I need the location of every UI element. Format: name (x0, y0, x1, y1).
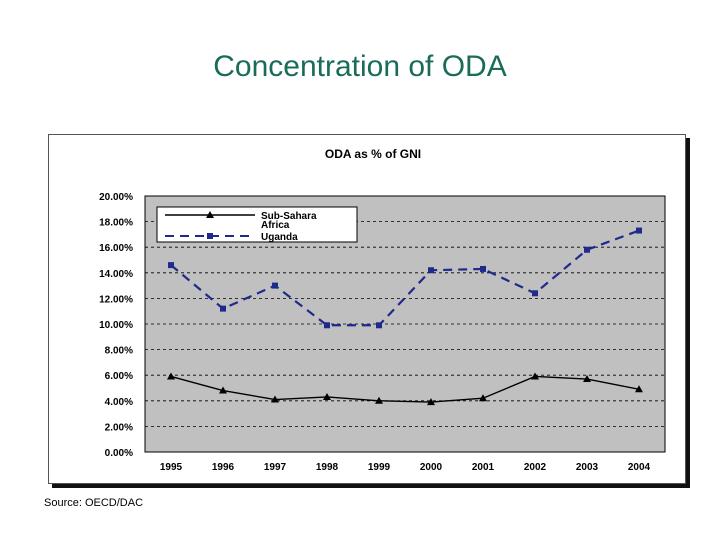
slide-title: Concentration of ODA (213, 50, 507, 83)
y-tick-label: 16.00% (99, 243, 133, 254)
data-point-uganda (272, 282, 278, 289)
legend-box (156, 206, 358, 243)
y-tick-label: 12.00% (99, 294, 133, 305)
legend-label: Uganda (261, 232, 298, 243)
data-point-uganda (636, 227, 642, 234)
data-point-uganda (220, 305, 226, 312)
data-point-uganda (376, 322, 382, 329)
x-tick-label: 2004 (628, 462, 651, 473)
data-point-sub-sahara (583, 375, 591, 383)
series-line-uganda (170, 229, 640, 327)
x-tick-label: 2001 (472, 462, 495, 473)
data-point-uganda (428, 267, 434, 274)
y-tick-label: 20.00% (99, 192, 133, 203)
oda-line-chart: ODA as % of GNI 0.00% 2.00% 4.00% 6.00% 8.00… (99, 147, 666, 473)
data-point-uganda (532, 290, 538, 297)
y-tick-label: 10.00% (99, 320, 133, 331)
data-point-sub-sahara (479, 394, 487, 402)
y-tick-label: 6.00% (105, 371, 133, 382)
data-point-sub-sahara (323, 392, 331, 400)
chart-title: ODA as % of GNI (325, 147, 421, 161)
y-tick-label: 0.00% (105, 448, 133, 459)
y-tick-label: 2.00% (105, 422, 133, 433)
data-point-uganda (324, 322, 330, 329)
x-tick-label: 2003 (576, 462, 599, 473)
data-point-sub-sahara (375, 396, 383, 404)
x-tick-label: 1999 (368, 462, 391, 473)
data-point-sub-sahara (635, 385, 643, 393)
data-point-uganda (584, 246, 590, 253)
chart-frame: ODA as % of GNI 0.00% 2.00% 4.00% 6.00% 8.00… (48, 134, 686, 484)
data-point-uganda (168, 262, 174, 269)
x-tick-label: 2002 (524, 462, 547, 473)
y-tick-label: 8.00% (105, 346, 133, 357)
source-note: Source: OECD/DAC (44, 497, 144, 509)
x-tick-label: 1996 (212, 462, 235, 473)
data-point-sub-sahara (271, 395, 279, 403)
legend-marker (206, 211, 214, 218)
series-line-sub-sahara (170, 375, 640, 403)
data-point-sub-sahara (531, 372, 539, 380)
legend-marker (207, 233, 213, 239)
x-tick-label: 2000 (420, 462, 443, 473)
data-point-uganda (480, 265, 486, 272)
legend-label: Sub-Sahara (261, 211, 317, 222)
y-tick-label: 18.00% (99, 218, 133, 229)
data-point-sub-sahara (219, 386, 227, 394)
data-point-sub-sahara (167, 372, 175, 380)
x-tick-label: 1998 (316, 462, 339, 473)
data-point-sub-sahara (427, 398, 435, 406)
y-tick-label: 4.00% (105, 397, 133, 408)
y-tick-label: 14.00% (99, 269, 133, 280)
plot-area: 0.00% 2.00% 4.00% 6.00% 8.00% 10.00% 12.00% 14.… (99, 192, 666, 473)
x-tick-label: 1995 (160, 462, 183, 473)
x-tick-label: 1997 (264, 462, 287, 473)
legend-label: Africa (261, 220, 290, 231)
